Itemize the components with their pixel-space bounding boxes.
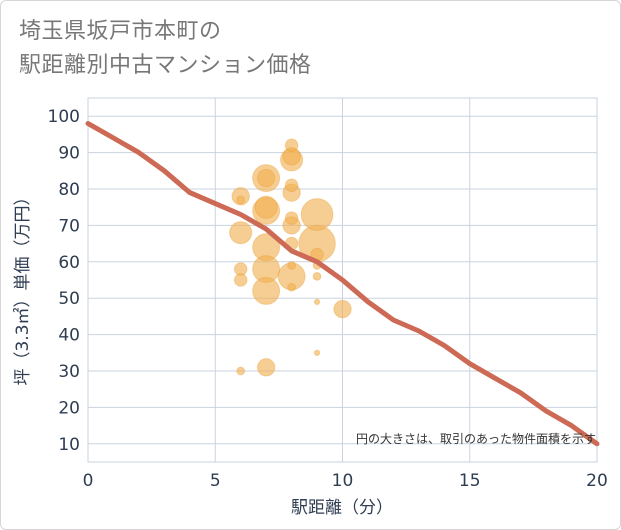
axis-ticks: 0 5 10 15 20 10 20 30 40 50 60 70 80 90 100 [48,107,608,491]
bubble-point [252,276,281,305]
y-tick-label: 70 [58,216,80,236]
y-tick-label: 10 [58,435,80,455]
bubble-point [284,211,299,225]
x-tick-label: 0 [83,471,94,491]
bubble-point [256,358,276,377]
bubble-point [236,195,246,205]
bubble-series [229,138,352,377]
bubble-point [233,273,248,287]
x-tick-label: 20 [586,471,608,491]
y-tick-label: 40 [58,326,80,346]
y-tick-label: 90 [58,144,80,164]
title-line-1: 埼玉県坂戸市本町の [19,19,222,44]
bubble-point [236,366,246,376]
bubble-point [300,198,334,231]
y-tick-label: 50 [58,289,80,309]
bubble-point [284,138,299,153]
bubble-point [313,298,321,306]
chart-title: 埼玉県坂戸市本町の 駅距離別中古マンション価格 [19,15,312,83]
bubble-point [284,178,299,193]
title-line-2: 駅距離別中古マンション価格 [19,53,312,78]
bubble-size-note: 円の大きさは、取引のあった物件面積を示す [356,431,596,446]
bubble-point [333,299,352,319]
trend-series [85,121,600,447]
x-tick-label: 15 [459,471,481,491]
bubble-point [256,168,276,188]
y-tick-label: 60 [58,253,80,273]
bubble-point [229,221,253,245]
bubble-point [313,349,321,356]
y-tick-label: 80 [58,180,80,200]
y-tick-label: 20 [58,398,80,418]
bubble-point [312,271,322,281]
x-tick-label: 10 [332,471,354,491]
grid-lines [87,97,598,463]
x-axis-label: 駅距離（分） [291,498,393,518]
y-tick-label: 100 [48,107,80,127]
bubble-point [254,195,278,219]
bubble-point [287,261,297,270]
y-tick-label: 30 [58,362,80,382]
trend-line [85,121,600,447]
x-tick-label: 5 [210,471,221,491]
bubble-point [287,282,297,292]
y-axis-label: 坪（3.3㎡）単価（万円） [13,188,33,385]
